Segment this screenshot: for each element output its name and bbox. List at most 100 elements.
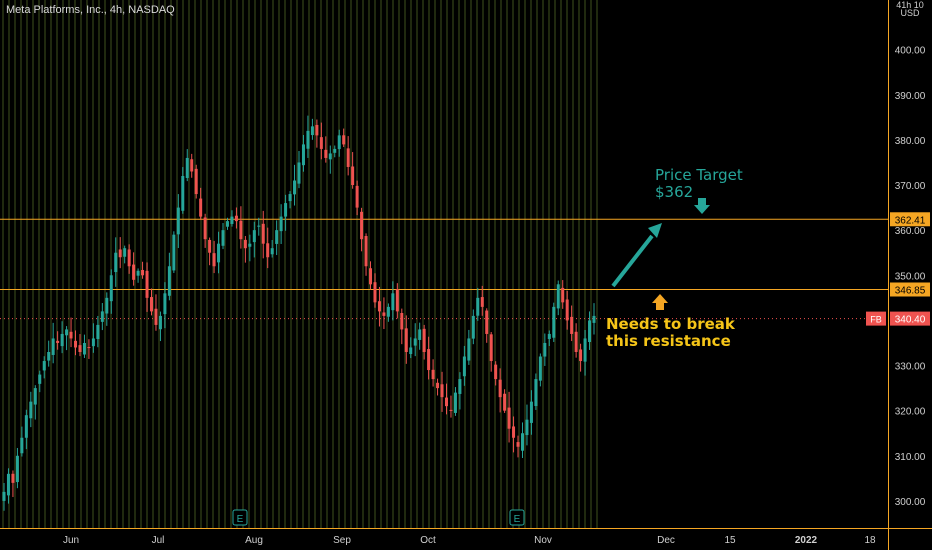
price-target-annotation: Price Target $362 <box>655 167 743 201</box>
candle <box>141 261 145 279</box>
candle <box>543 333 547 366</box>
price-tick-label: 300.00 <box>895 497 926 508</box>
candle <box>51 322 55 364</box>
candle <box>592 303 596 335</box>
candle <box>212 240 216 274</box>
candle <box>150 288 153 316</box>
candle <box>588 311 592 350</box>
candle <box>476 287 480 321</box>
price-target-label: Price Target <box>655 166 743 184</box>
candle <box>239 206 243 249</box>
symbol-title: Meta Platforms, Inc., 4h, NASDAQ <box>6 4 175 16</box>
price-axis-top-label: 41h 10 <box>896 0 924 10</box>
candle <box>373 273 377 308</box>
candle <box>38 370 42 393</box>
candle <box>176 194 180 249</box>
candle <box>2 483 6 511</box>
candle <box>163 282 167 329</box>
candle <box>422 324 426 360</box>
price-tick-label: 360.00 <box>895 226 926 237</box>
candle <box>6 468 10 504</box>
candle <box>342 128 346 148</box>
candle <box>91 323 95 353</box>
candle <box>185 149 189 182</box>
candle <box>324 136 328 163</box>
price-tick-label: 350.00 <box>895 271 926 282</box>
candle <box>507 391 511 443</box>
candle <box>15 447 19 489</box>
candle <box>20 426 24 457</box>
time-tick-label: 18 <box>864 535 876 546</box>
candle <box>534 373 538 410</box>
candle <box>105 292 109 326</box>
candle <box>503 389 507 413</box>
candle <box>11 470 15 498</box>
time-tick-label: Dec <box>657 535 675 546</box>
candle <box>512 416 516 453</box>
candle <box>96 315 100 348</box>
candle <box>65 326 69 351</box>
candle <box>56 331 60 350</box>
candle <box>82 334 86 358</box>
candle <box>319 122 323 160</box>
candles <box>2 115 596 511</box>
price-axis[interactable]: 362.41 346.85 FB 340.40 400.00 390.00 380.00 37… <box>866 0 930 508</box>
candle <box>33 385 37 420</box>
candle <box>74 330 78 356</box>
candle <box>565 291 569 330</box>
candle <box>266 227 270 269</box>
candle <box>458 372 462 410</box>
candle <box>127 244 131 274</box>
target-down-arrow-icon <box>694 198 710 214</box>
candle <box>194 164 198 199</box>
candle <box>471 309 475 345</box>
candle <box>360 207 364 252</box>
candle <box>154 294 158 331</box>
time-axis[interactable]: Jun Jul Aug Sep Oct Nov Dec 15 2022 18 <box>63 535 876 546</box>
candle <box>221 223 225 250</box>
time-tick-label: 15 <box>724 535 736 546</box>
candle <box>167 252 171 301</box>
candle <box>529 390 533 435</box>
price-tick-label: 370.00 <box>895 181 926 192</box>
candle <box>293 164 297 206</box>
earnings-marker-icon[interactable]: E <box>232 509 248 526</box>
candle <box>574 323 578 358</box>
price-tick-label: 400.00 <box>895 46 926 57</box>
candle <box>275 220 279 256</box>
candle <box>234 207 238 229</box>
candle <box>427 336 431 380</box>
candle <box>87 339 91 359</box>
last-price-value: 340.40 <box>895 315 926 326</box>
candle <box>69 317 73 348</box>
price-tick-label: 310.00 <box>895 452 926 463</box>
candle <box>547 330 551 347</box>
candle <box>431 359 435 387</box>
candle <box>181 167 185 214</box>
price-axis-currency: USD <box>900 8 920 18</box>
last-price-tag: FB 340.40 <box>866 311 930 326</box>
candle <box>453 387 457 416</box>
candle <box>440 371 444 412</box>
candle <box>279 204 283 244</box>
candle <box>60 321 64 354</box>
candle <box>355 180 359 216</box>
candle <box>418 322 422 350</box>
candle <box>382 297 386 330</box>
candle <box>498 368 502 413</box>
candle <box>583 329 587 376</box>
candle <box>462 345 466 386</box>
candle <box>261 210 265 259</box>
time-tick-label: Nov <box>534 535 552 546</box>
price-tick-label: 320.00 <box>895 407 926 418</box>
candle <box>100 303 104 331</box>
candle <box>306 115 310 158</box>
resistance-line-price-tag: 346.85 <box>890 282 930 297</box>
resistance-up-arrow-icon <box>652 294 668 310</box>
earnings-marker-icon[interactable]: E <box>509 509 525 526</box>
candle <box>561 280 565 309</box>
candle <box>109 269 113 314</box>
time-tick-label: Jul <box>152 535 165 546</box>
candle <box>404 315 408 364</box>
